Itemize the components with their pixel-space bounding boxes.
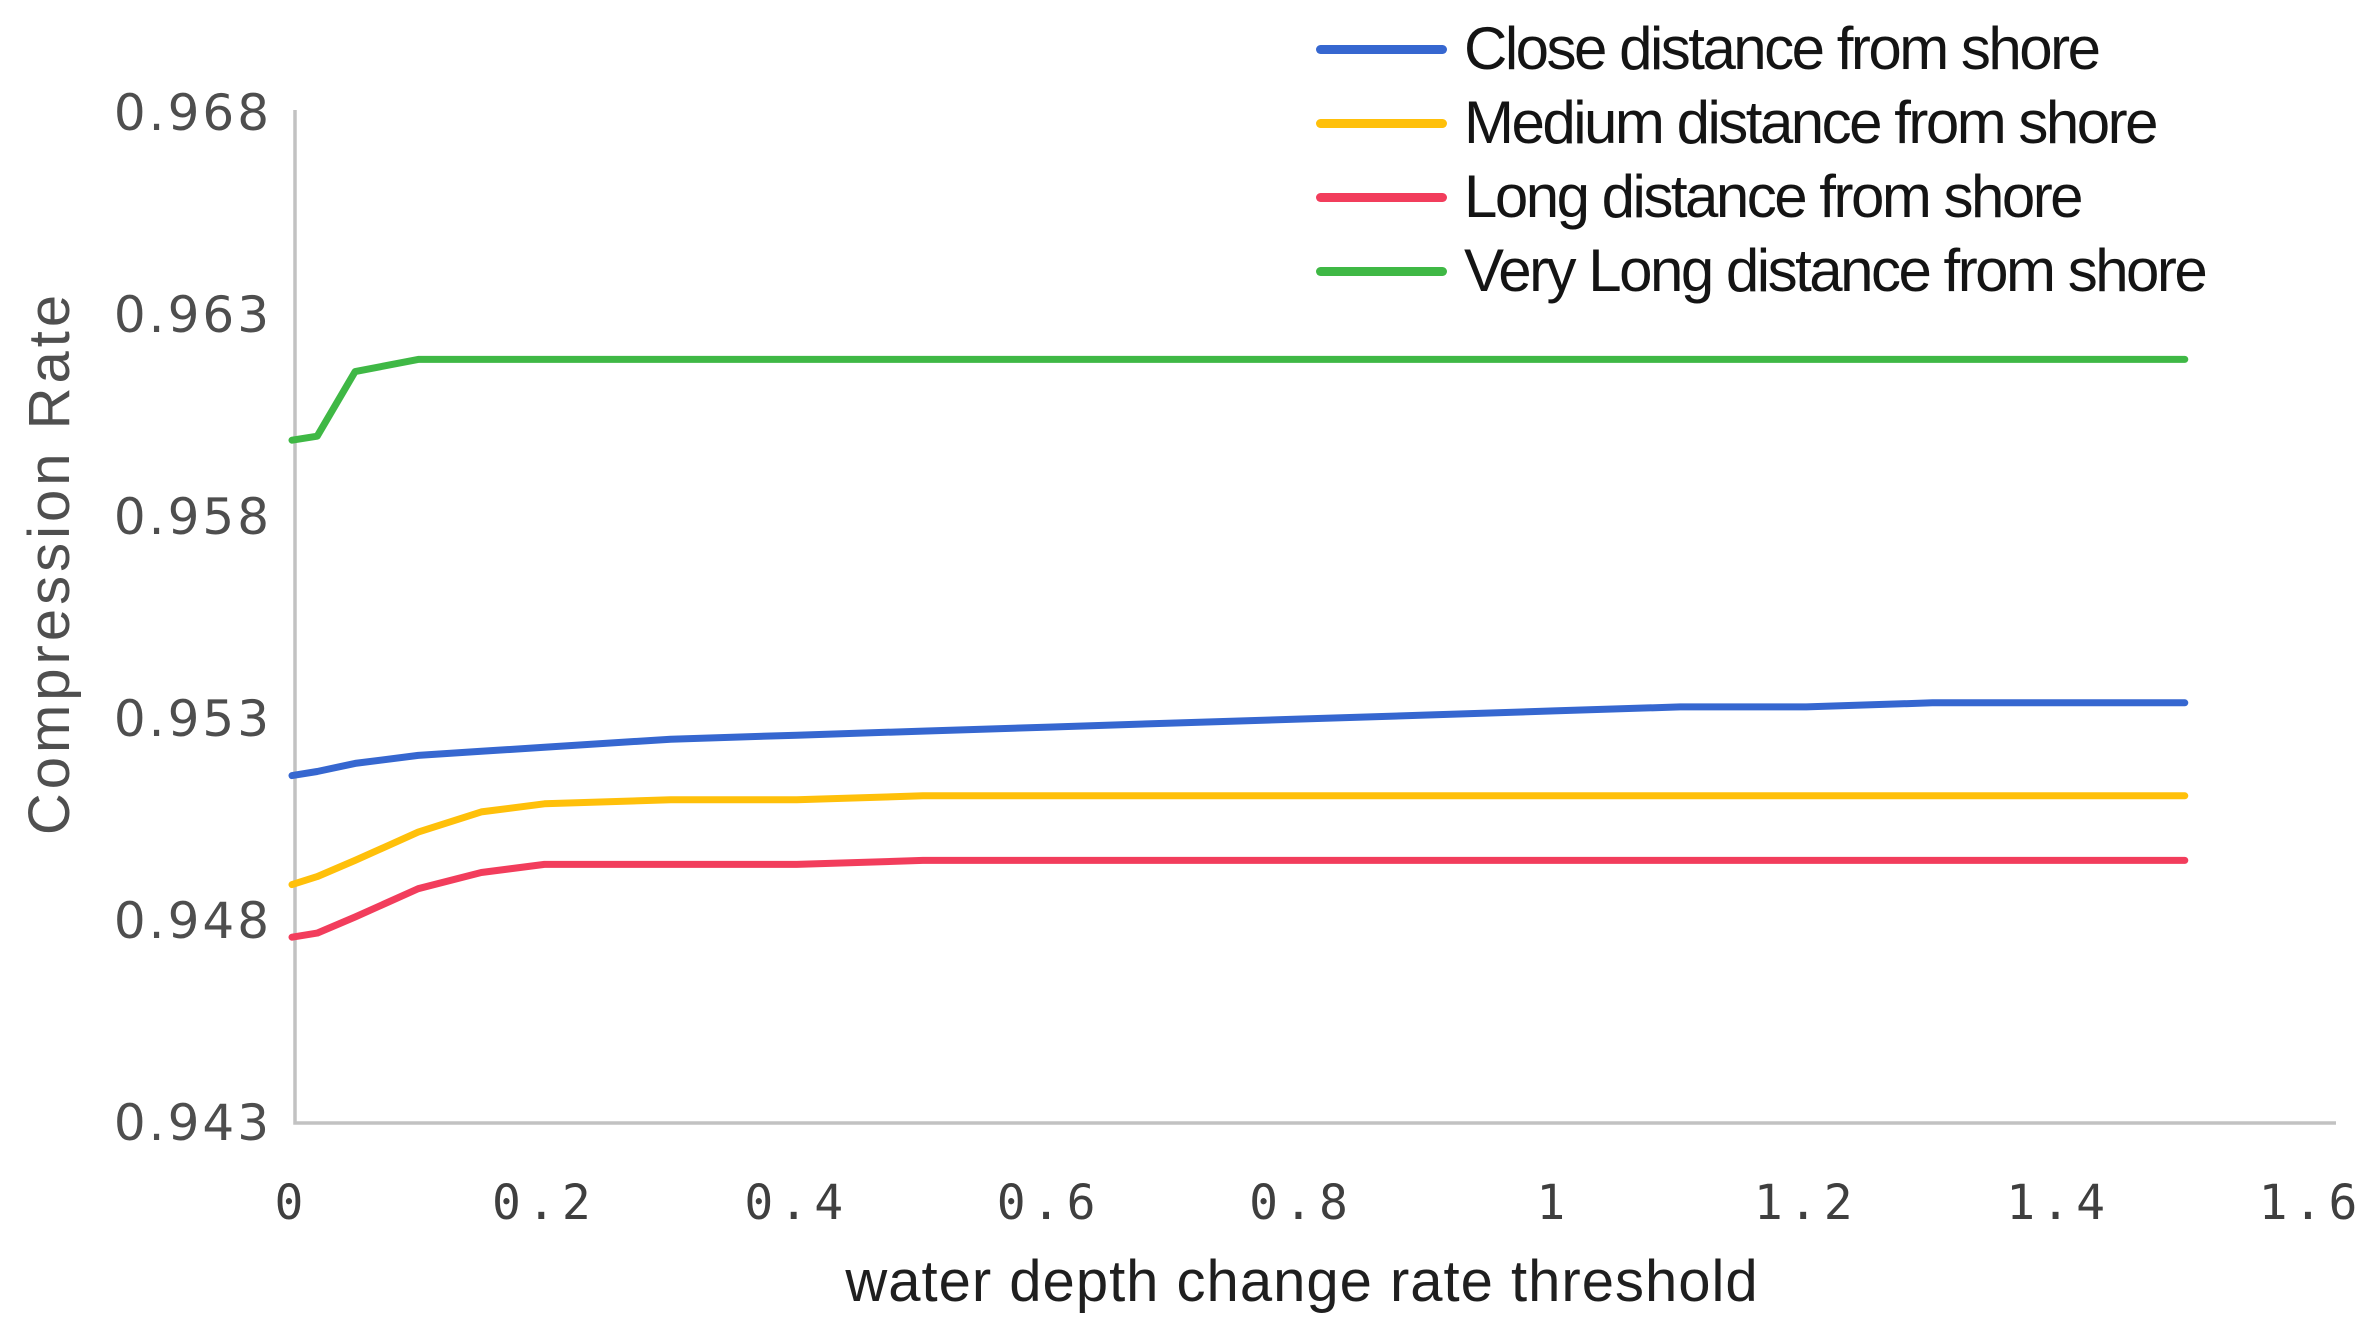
legend-item: Long distance from shore [1316,160,2205,234]
x-tick-label: 0.6 [996,1175,1102,1231]
y-tick-label: 0.963 [113,286,272,344]
y-tick-label: 0.968 [113,84,272,142]
legend-item-label: Medium distance from shore [1464,89,2158,156]
y-tick-label: 0.943 [113,1094,272,1152]
legend-item-label: Close distance from shore [1464,15,2101,82]
series-line-0 [288,699,2189,780]
legend-line-swatch-icon [1316,266,1447,276]
y-tick-label: 0.948 [113,892,272,950]
legend-item: Close distance from shore [1316,12,2205,86]
x-tick-label: 0.4 [744,1175,850,1231]
x-tick-label: 0 [274,1175,310,1231]
x-tick-label: 1 [1536,1175,1572,1231]
legend-line-swatch-icon [1316,118,1447,128]
axis-lines [293,110,2336,1125]
legend: Close distance from shore Medium distance… [1316,12,2208,308]
series-line-3 [288,355,2189,444]
x-tick-label: 1.4 [2006,1175,2111,1231]
legend-line-swatch-icon [1316,192,1447,202]
legend-line-swatch-icon [1316,44,1447,54]
x-axis-title: water depth change rate threshold [845,1249,1759,1314]
x-tick-label: 0.2 [492,1175,597,1231]
series-line-1 [288,792,2189,889]
legend-item-label: Very Long distance from shore [1464,237,2208,304]
y-tick-label: 0.958 [113,488,272,546]
legend-item: Very Long distance from shore [1316,234,2208,308]
y-tick-label: 0.953 [113,690,272,748]
x-tick-label: 1.6 [2258,1175,2364,1231]
legend-item: Medium distance from shore [1316,86,2205,160]
x-tick-label: 1.2 [1753,1175,1859,1231]
x-tick-label: 0.8 [1249,1175,1354,1231]
legend-item-label: Long distance from shore [1464,163,2084,230]
series-line-2 [288,856,2189,941]
